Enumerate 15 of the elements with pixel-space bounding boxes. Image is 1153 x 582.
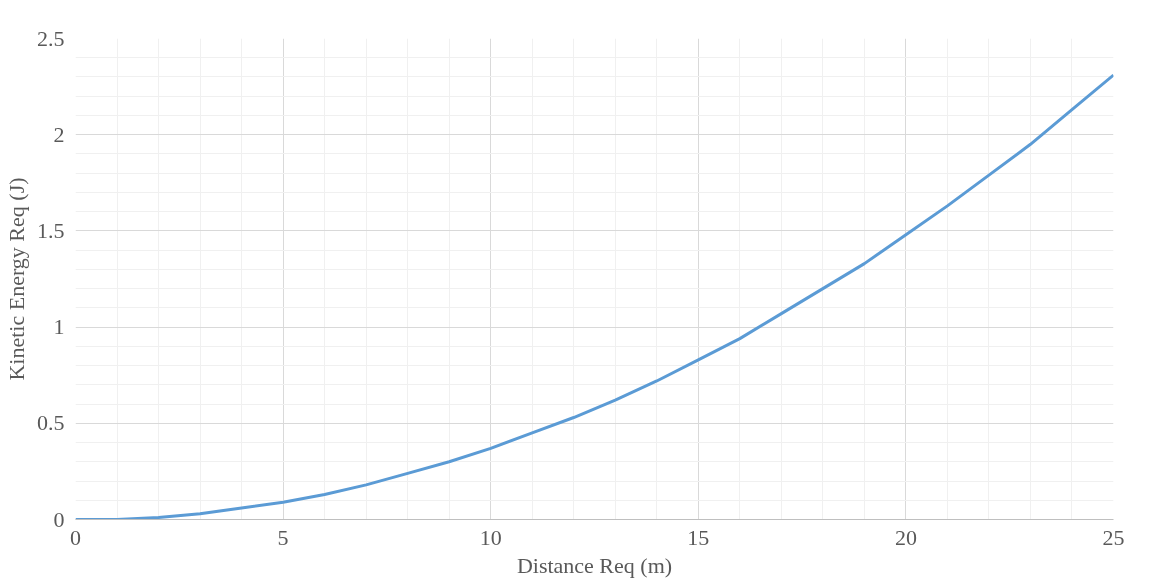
y-tick-label: 0.5 [37,410,65,436]
x-tick-label: 15 [687,524,710,550]
x-tick-label: 0 [70,524,81,550]
line-series [75,73,1114,520]
x-tick-label: 5 [277,524,289,550]
y-tick-label: 2.5 [37,25,65,51]
y-tick-label: 0 [53,506,65,532]
y-tick-label: 2 [53,121,65,147]
x-tick-label: 10 [479,524,502,550]
y-tick-label: 1.5 [37,217,65,243]
x-axis-title: Distance Req (m) [516,552,673,578]
y-tick-label: 1 [53,314,65,340]
x-tick-label: 20 [894,524,917,550]
x-tick-label: 25 [1102,524,1125,550]
y-axis-title: Kinetic Energy Req (J) [4,177,29,381]
